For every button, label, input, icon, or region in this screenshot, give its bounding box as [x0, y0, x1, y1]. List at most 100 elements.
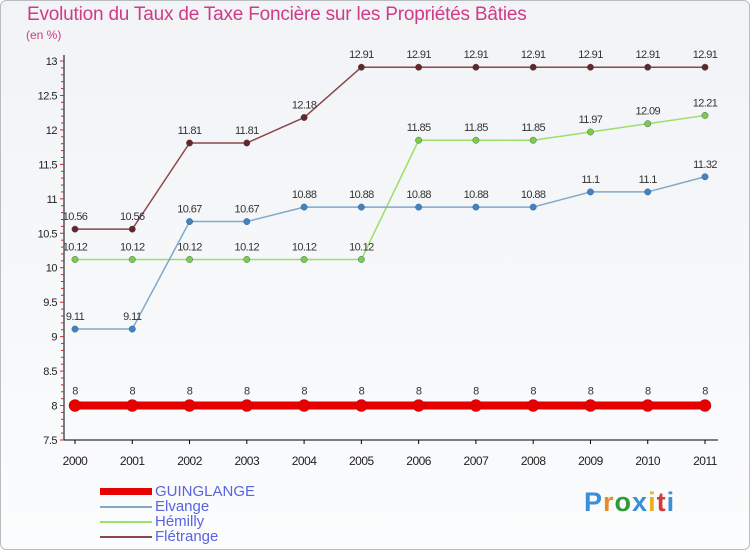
- data-point: [584, 400, 596, 412]
- data-point: [530, 204, 536, 210]
- data-point: [415, 204, 421, 210]
- data-point: [72, 326, 78, 332]
- data-label: 8: [301, 386, 307, 398]
- data-point: [301, 114, 307, 120]
- data-label: 8: [72, 386, 78, 398]
- legend-label: Hémilly: [155, 514, 204, 529]
- data-label: 11.81: [235, 125, 259, 137]
- data-point: [72, 256, 78, 262]
- logo-letter: r: [603, 487, 615, 518]
- data-label: 10.12: [177, 241, 202, 253]
- data-label: 12.21: [693, 97, 718, 109]
- y-tick-label: 13: [46, 56, 58, 68]
- data-point: [72, 226, 78, 232]
- data-label: 10.12: [349, 241, 374, 253]
- data-point: [184, 400, 196, 412]
- data-label: 12.91: [521, 49, 546, 61]
- legend-item: Hémilly: [100, 514, 255, 529]
- data-point: [358, 64, 364, 70]
- data-label: 9.11: [123, 311, 142, 323]
- series-line-flétrange: [75, 67, 705, 229]
- data-label: 10.88: [406, 189, 431, 201]
- data-label: 12.91: [578, 49, 603, 61]
- data-point: [645, 64, 651, 70]
- legend-item: Flétrange: [100, 529, 255, 544]
- data-label: 12.91: [635, 49, 660, 61]
- x-tick-label: 2000: [63, 454, 89, 468]
- data-point: [530, 137, 536, 143]
- data-label: 11.81: [178, 125, 202, 137]
- data-label: 11.85: [521, 122, 545, 134]
- legend-swatch: [100, 536, 152, 538]
- x-tick-label: 2007: [464, 454, 490, 468]
- data-label: 8: [416, 386, 422, 398]
- data-point: [473, 204, 479, 210]
- data-label: 10.56: [120, 211, 145, 223]
- logo-letter: P: [584, 487, 603, 518]
- data-point: [413, 400, 425, 412]
- data-point: [129, 326, 135, 332]
- data-point: [415, 137, 421, 143]
- data-point: [126, 400, 138, 412]
- data-point: [301, 204, 307, 210]
- data-label: 11.32: [693, 159, 717, 171]
- logo-letter: x: [632, 487, 648, 518]
- data-point: [355, 400, 367, 412]
- data-label: 10.88: [349, 189, 374, 201]
- data-label: 10.67: [177, 204, 202, 216]
- data-point: [415, 64, 421, 70]
- data-point: [129, 256, 135, 262]
- proxiti-logo: Proxiti: [584, 487, 675, 518]
- data-point: [473, 137, 479, 143]
- x-tick-label: 2008: [521, 454, 547, 468]
- data-label: 11.85: [407, 122, 431, 134]
- x-tick-label: 2003: [234, 454, 260, 468]
- y-tick-label: 9: [51, 332, 57, 344]
- y-tick-label: 7.5: [43, 435, 57, 447]
- data-label: 10.12: [63, 241, 88, 253]
- series-line-hémilly: [75, 115, 705, 259]
- data-point: [470, 400, 482, 412]
- legend-swatch: [100, 521, 152, 523]
- legend-label: Flétrange: [155, 529, 218, 544]
- data-label: 8: [473, 386, 479, 398]
- data-label: 10.12: [292, 241, 317, 253]
- data-point: [642, 400, 654, 412]
- data-point: [699, 400, 711, 412]
- data-label: 8: [244, 386, 250, 398]
- data-label: 10.12: [120, 241, 145, 253]
- data-label: 8: [130, 386, 136, 398]
- y-tick-label: 11.5: [38, 159, 57, 171]
- y-tick-label: 9.5: [43, 297, 57, 309]
- data-point: [186, 256, 192, 262]
- data-label: 11.85: [464, 122, 488, 134]
- logo-letter: i: [648, 487, 657, 518]
- data-label: 8: [187, 386, 193, 398]
- y-tick-label: 12.5: [38, 90, 58, 102]
- data-label: 12.91: [406, 49, 431, 61]
- legend-item: GUINGLANGE: [100, 484, 255, 499]
- x-tick-label: 2010: [635, 454, 661, 468]
- data-label: 11.1: [581, 174, 600, 186]
- chart-legend: GUINGLANGE Elvange Hémilly Flétrange: [100, 484, 255, 544]
- data-label: 12.91: [693, 49, 718, 61]
- y-tick-label: 8: [51, 401, 57, 413]
- data-point: [702, 112, 708, 118]
- data-label: 9.11: [66, 311, 85, 323]
- data-label: 11.97: [579, 114, 603, 126]
- data-label: 10.12: [235, 241, 260, 253]
- logo-letter: o: [615, 487, 633, 518]
- y-tick-label: 10: [46, 263, 58, 275]
- x-tick-label: 2006: [406, 454, 432, 468]
- data-point: [69, 400, 81, 412]
- data-point: [241, 400, 253, 412]
- legend-swatch: [100, 506, 152, 508]
- data-point: [358, 256, 364, 262]
- logo-letter: i: [667, 487, 676, 518]
- data-point: [530, 64, 536, 70]
- data-point: [358, 204, 364, 210]
- data-point: [129, 226, 135, 232]
- data-point: [645, 189, 651, 195]
- data-label: 12.18: [292, 100, 317, 112]
- data-point: [301, 256, 307, 262]
